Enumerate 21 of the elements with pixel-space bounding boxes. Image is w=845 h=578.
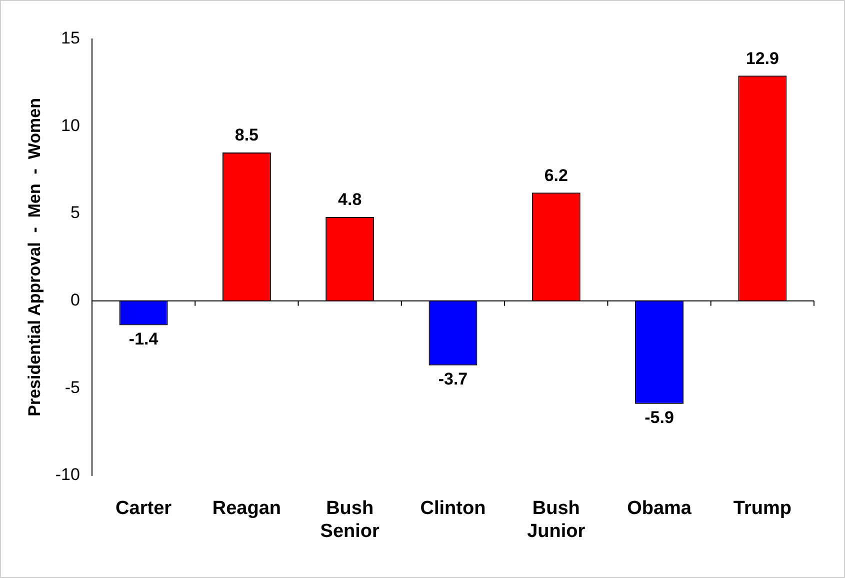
x-tick-label: Bush Senior xyxy=(320,498,380,542)
y-tick-label: 15 xyxy=(61,28,80,48)
data-label: -3.7 xyxy=(438,370,468,389)
data-label: -1.4 xyxy=(128,329,159,348)
x-tick-label: Reagan xyxy=(212,498,282,520)
y-tick-label: 0 xyxy=(70,290,80,310)
y-tick-label: 5 xyxy=(70,203,80,222)
data-label: 6.2 xyxy=(544,166,568,185)
y-tick-label: -5 xyxy=(64,378,80,397)
y-axis-title: Presidential Approval - Men - Women xyxy=(24,98,44,416)
data-label: -5.9 xyxy=(644,408,674,428)
data-label: 8.5 xyxy=(234,126,259,145)
data-label: 4.8 xyxy=(338,190,362,210)
y-tick-label: -10 xyxy=(55,465,80,484)
x-tick-label: Bush Junior xyxy=(527,498,586,542)
x-tick-label: Trump xyxy=(733,498,792,520)
y-tick-label: 10 xyxy=(61,116,80,135)
x-tick-label: Obama xyxy=(627,498,692,520)
x-tick-label: Clinton xyxy=(420,498,486,520)
data-label: 12.9 xyxy=(746,48,779,68)
x-tick-label: Carter xyxy=(116,498,172,520)
